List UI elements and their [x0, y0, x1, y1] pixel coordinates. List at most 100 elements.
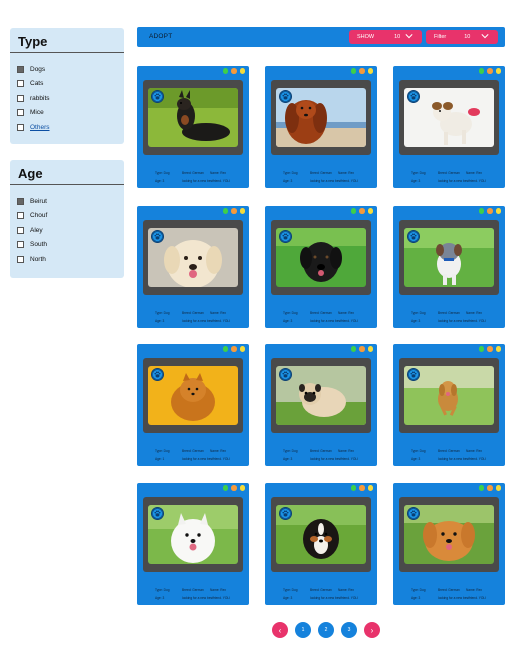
next-page-button[interactable]: › — [364, 622, 380, 638]
pet-breed: Breed: German — [182, 311, 204, 315]
window-dots — [222, 68, 245, 74]
pet-name: Name: Rex — [466, 449, 482, 453]
green-dot-icon — [350, 208, 356, 214]
yellow-dot-icon — [495, 346, 501, 352]
green-dot-icon — [350, 485, 356, 491]
pet-description: looking for a new bestfriend. YOLI — [438, 596, 486, 600]
paw-icon[interactable] — [279, 368, 292, 381]
checkbox[interactable] — [17, 255, 24, 263]
samoyed-photo — [148, 505, 238, 564]
paw-icon[interactable] — [151, 507, 164, 520]
orange-dot-icon — [359, 346, 365, 352]
paw-icon[interactable] — [407, 507, 420, 520]
pet-description: looking for a new bestfriend. YOLI — [438, 319, 486, 323]
pet-breed: Breed: German — [310, 171, 332, 175]
age-option-south[interactable]: South — [10, 238, 124, 253]
age-option-aley[interactable]: Aley — [10, 223, 124, 238]
page-button-2[interactable]: 2 — [318, 622, 334, 638]
top-bar: ADOPT SHOW 10 Filter 10 — [137, 27, 505, 47]
pet-name: Name: Rex — [338, 449, 354, 453]
pet-card[interactable]: Type: Dog Breed: German Name: Rex Age: 3… — [137, 66, 249, 188]
page-button-1[interactable]: 1 — [295, 622, 311, 638]
checkbox[interactable] — [17, 241, 24, 249]
age-option-north[interactable]: North — [10, 252, 124, 267]
checkbox[interactable] — [17, 226, 24, 234]
pet-card[interactable]: Type: Dog Breed: German Name: Rex Age: 3… — [137, 206, 249, 328]
type-option-rabbits[interactable]: rabbits — [10, 91, 124, 106]
orange-dot-icon — [487, 208, 493, 214]
pet-card[interactable]: Type: Dog Breed: German Name: Rex Age: 3… — [393, 206, 505, 328]
paw-icon[interactable] — [279, 90, 292, 103]
checkbox[interactable] — [17, 212, 24, 220]
paw-icon[interactable] — [279, 507, 292, 520]
pet-name: Name: Rex — [466, 588, 482, 592]
pet-description: looking for a new bestfriend. YOLI — [310, 179, 358, 183]
paw-icon[interactable] — [151, 90, 164, 103]
pet-info-row: Age: 3 looking for a new bestfriend. YOL… — [393, 457, 505, 461]
paw-icon[interactable] — [407, 230, 420, 243]
yellow-dot-icon — [367, 68, 373, 74]
pet-card[interactable]: Type: Dog Breed: German Name: Rex Age: 3… — [393, 66, 505, 188]
type-option-dogs[interactable]: Dogs — [10, 62, 124, 77]
green-dot-icon — [478, 346, 484, 352]
pet-breed: Breed: German — [310, 449, 332, 453]
checkbox[interactable] — [17, 197, 24, 205]
page-button-3[interactable]: 3 — [341, 622, 357, 638]
pet-card[interactable]: Type: Dog Breed: German Name: Rex Age: 3… — [393, 344, 505, 466]
window-dots — [478, 208, 501, 214]
checkbox[interactable] — [17, 65, 24, 73]
paw-icon[interactable] — [151, 368, 164, 381]
pet-card[interactable]: Type: Dog Breed: German Name: Rex Age: 3… — [265, 344, 377, 466]
pet-type: Type: Dog — [155, 171, 170, 175]
green-dot-icon — [350, 68, 356, 74]
type-option-mice[interactable]: Mice — [10, 106, 124, 121]
pet-card[interactable]: Type: Dog Breed: German Name: Rex Age: 3… — [265, 66, 377, 188]
paw-icon[interactable] — [151, 230, 164, 243]
pet-info-row: Type: Dog Breed: German Name: Rex — [265, 588, 377, 592]
window-dots — [478, 68, 501, 74]
checkbox[interactable] — [17, 94, 24, 102]
pet-info-row: Age: 3 looking for a new bestfriend. YOL… — [137, 179, 249, 183]
green-dot-icon — [222, 485, 228, 491]
yellow-dot-icon — [495, 485, 501, 491]
type-option-others[interactable]: Others — [10, 120, 124, 135]
pet-card[interactable]: Type: Dog Breed: German Name: Rex Age: 3… — [265, 483, 377, 605]
yellow-dot-icon — [239, 346, 245, 352]
pet-info-row: Age: 3 looking for a new bestfriend. YOL… — [265, 319, 377, 323]
orange-dot-icon — [359, 485, 365, 491]
checkbox[interactable] — [17, 123, 24, 131]
show-dropdown[interactable]: SHOW 10 — [349, 30, 422, 44]
green-dot-icon — [478, 208, 484, 214]
checkbox[interactable] — [17, 80, 24, 88]
age-option-chouf[interactable]: Chouf — [10, 209, 124, 224]
paw-icon[interactable] — [279, 230, 292, 243]
paw-icon[interactable] — [407, 90, 420, 103]
orange-dot-icon — [231, 485, 237, 491]
filter-dropdown[interactable]: Filter 10 — [426, 30, 498, 44]
photo-frame — [399, 80, 499, 155]
pet-name: Name: Rex — [210, 311, 226, 315]
orange-dot-icon — [359, 68, 365, 74]
pet-info-row: Type: Dog Breed: German Name: Rex — [265, 171, 377, 175]
pet-breed: Breed: German — [182, 449, 204, 453]
others-link[interactable]: Others — [30, 123, 50, 131]
pet-name: Name: Rex — [210, 449, 226, 453]
green-dot-icon — [222, 208, 228, 214]
age-option-beirut[interactable]: Beirut — [10, 194, 124, 209]
yellow-dot-icon — [239, 485, 245, 491]
type-option-cats[interactable]: Cats — [10, 77, 124, 92]
pet-card[interactable]: Type: Dog Breed: German Name: Rex Age: 3… — [137, 483, 249, 605]
pet-type: Type: Dog — [411, 311, 426, 315]
checkbox[interactable] — [17, 109, 24, 117]
pet-card[interactable]: Type: Dog Breed: German Name: Rex Age: 3… — [393, 483, 505, 605]
pet-description: looking for a new bestfriend. YOLI — [310, 319, 358, 323]
pet-info-row: Age: 3 looking for a new bestfriend. YOL… — [265, 457, 377, 461]
chevron-down-icon — [481, 34, 489, 39]
orange-dot-icon — [231, 68, 237, 74]
black-lab-photo — [276, 228, 366, 287]
pet-description: looking for a new bestfriend. YOLI — [310, 596, 358, 600]
paw-icon[interactable] — [407, 368, 420, 381]
pet-card[interactable]: Type: Dog Breed: German Name: Rex Age: 1… — [137, 344, 249, 466]
pet-card[interactable]: Type: Dog Breed: German Name: Rex Age: 3… — [265, 206, 377, 328]
prev-page-button[interactable]: ‹ — [272, 622, 288, 638]
